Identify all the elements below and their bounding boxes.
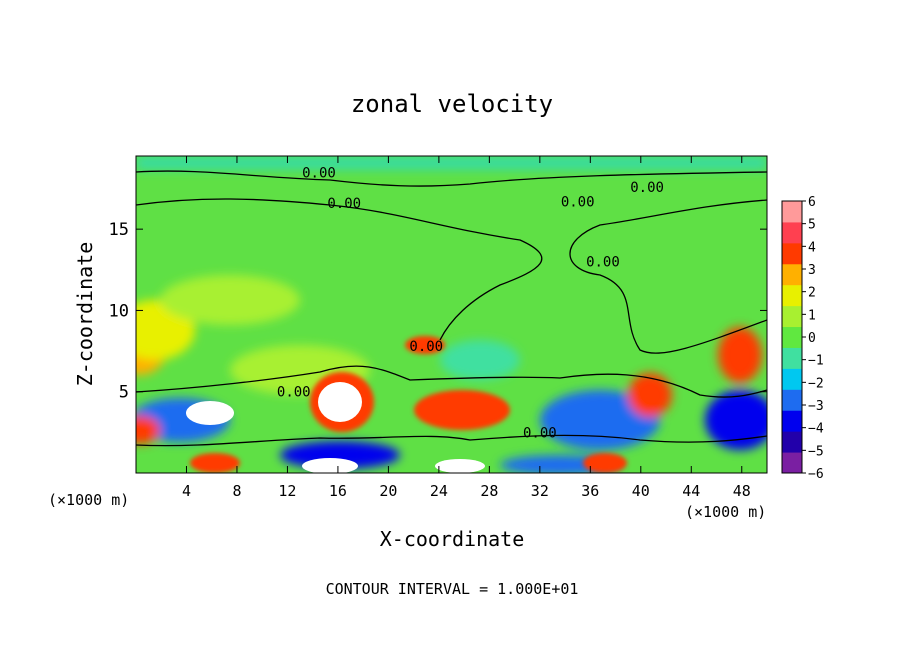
contour-label: 0.00 bbox=[302, 165, 336, 181]
colorbar-tick-label: 6 bbox=[808, 195, 816, 210]
colorbar-segment bbox=[782, 263, 802, 286]
colorbar-tick-label: −3 bbox=[808, 399, 824, 414]
x-tick-label: 40 bbox=[632, 482, 650, 500]
zero-contour-right bbox=[569, 199, 767, 354]
x-axis-label: X-coordinate bbox=[380, 527, 525, 551]
x-tick-label: 8 bbox=[232, 482, 241, 500]
x-tick-label: 4 bbox=[182, 482, 191, 500]
colorbar-segment bbox=[782, 221, 802, 244]
x-tick-label: 36 bbox=[581, 482, 599, 500]
colorbar-segment bbox=[782, 431, 802, 453]
x-tick-label: 48 bbox=[733, 482, 751, 500]
colorbar-segment bbox=[782, 368, 802, 390]
chart-title: zonal velocity bbox=[351, 90, 553, 118]
y-tick-label: 15 bbox=[109, 220, 129, 240]
x-tick-label: 44 bbox=[682, 482, 700, 500]
contour-label: 0.00 bbox=[586, 255, 620, 271]
zero-contour-top bbox=[136, 170, 767, 187]
contour-label: 0.00 bbox=[523, 425, 557, 441]
colorbar-tick-label: 1 bbox=[808, 308, 816, 323]
colorbar-tick-label: −5 bbox=[808, 444, 824, 459]
y-tick-label: 10 bbox=[109, 301, 129, 321]
contour-label: 0.00 bbox=[277, 385, 311, 401]
heatmap-field bbox=[136, 156, 767, 473]
colorbar-tick-label: 4 bbox=[808, 240, 816, 255]
colorbar-segment bbox=[782, 410, 802, 432]
y-axis: 5 10 15 bbox=[109, 220, 767, 403]
colorbar-segment bbox=[782, 347, 802, 369]
colorbar-tick-label: 3 bbox=[808, 263, 816, 278]
x-tick-label: 28 bbox=[480, 482, 498, 500]
colorbar-tick-label: 5 bbox=[808, 218, 816, 233]
x-axis: 4 8 12 16 20 24 28 32 36 40 44 48 bbox=[182, 156, 751, 500]
zero-contour-upper bbox=[136, 198, 543, 341]
contour-label: 0.00 bbox=[409, 339, 443, 355]
x-tick-label: 24 bbox=[430, 482, 448, 500]
zero-contour-bottom bbox=[136, 434, 767, 447]
x-tick-label: 16 bbox=[329, 482, 347, 500]
x-tick-label: 12 bbox=[278, 482, 296, 500]
contour-labels: 0.00 0.00 0.00 0.00 0.00 0.00 0.00 0.00 bbox=[277, 165, 664, 441]
x-units-right: (×1000 m) bbox=[685, 503, 766, 521]
x-units-left: (×1000 m) bbox=[48, 491, 129, 509]
contour-label: 0.00 bbox=[561, 195, 595, 211]
plot-frame bbox=[135, 155, 768, 474]
x-tick-label: 20 bbox=[379, 482, 397, 500]
colorbar-segment bbox=[782, 326, 802, 348]
colorbar-tick-label: 0 bbox=[808, 331, 816, 346]
colorbar-tick-label: 2 bbox=[808, 286, 816, 301]
colorbar-segment bbox=[782, 242, 802, 265]
colorbar-tick-label: −1 bbox=[808, 354, 824, 369]
colorbar-segment bbox=[782, 452, 802, 474]
colorbar-tick-label: −6 bbox=[808, 467, 824, 482]
colorbar: 6 5 4 3 2 1 0 −1 −2 −3 −4 −5 −6 bbox=[781, 195, 824, 482]
contour-interval-note: CONTOUR INTERVAL = 1.000E+01 bbox=[326, 580, 579, 598]
zero-contour-lower bbox=[136, 365, 767, 398]
contour-label: 0.00 bbox=[630, 180, 664, 196]
colorbar-segment bbox=[782, 389, 802, 411]
colorbar-tick-label: −4 bbox=[808, 422, 824, 437]
contour-label: 0.00 bbox=[327, 196, 361, 212]
colorbar-segment bbox=[782, 201, 802, 223]
colorbar-tick-label: −2 bbox=[808, 376, 824, 391]
y-tick-label: 5 bbox=[119, 383, 129, 403]
colorbar-segment bbox=[782, 284, 802, 307]
x-tick-label: 32 bbox=[531, 482, 549, 500]
y-axis-label: Z-coordinate bbox=[73, 242, 97, 387]
colorbar-segment bbox=[782, 305, 802, 328]
